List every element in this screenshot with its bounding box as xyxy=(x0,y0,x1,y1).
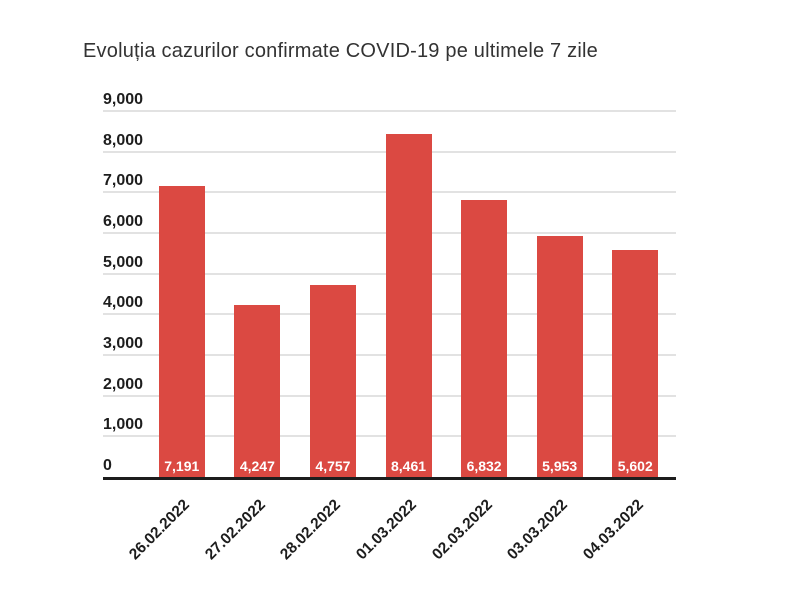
x-axis-tick-label: 27.02.2022 xyxy=(201,496,269,564)
y-axis-tick-label: 3,000 xyxy=(103,335,144,353)
bar-28.02.2022: 4,757 xyxy=(309,284,356,478)
bar-value-label: 5,953 xyxy=(542,458,578,474)
bar-slot: 4,247 27.02.2022 xyxy=(202,112,296,563)
bar-27.02.2022: 4,247 xyxy=(234,305,281,478)
bar-value-label: 6,832 xyxy=(466,458,502,474)
bar-04.03.2022: 5,602 xyxy=(612,250,659,478)
x-axis-tick-label: 01.03.2022 xyxy=(352,496,420,564)
x-axis-baseline xyxy=(103,477,676,480)
bar-value-label: 4,247 xyxy=(239,458,275,474)
bar-slot: 5,602 04.03.2022 xyxy=(580,112,673,563)
y-axis-tick-label: 4,000 xyxy=(103,294,144,312)
y-axis-tick-label: 7,000 xyxy=(103,172,144,190)
y-axis-tick-label: 1,000 xyxy=(103,416,144,434)
bar-02.03.2022: 6,832 xyxy=(461,200,508,478)
x-axis-tick-label: 02.03.2022 xyxy=(428,496,496,564)
bar-slot: 8,461 01.03.2022 xyxy=(353,112,447,563)
y-axis-tick-label: 2,000 xyxy=(103,375,144,393)
gridline xyxy=(103,110,676,112)
bar-slot: 4,757 28.02.2022 xyxy=(277,112,371,563)
x-axis-tick-label: 04.03.2022 xyxy=(579,496,647,564)
y-axis-tick-label: 0 xyxy=(103,457,112,474)
y-axis-tick-label: 5,000 xyxy=(103,253,144,271)
y-axis-tick-label: 9,000 xyxy=(103,91,144,108)
x-axis-tick-label: 28.02.2022 xyxy=(277,496,345,564)
y-axis-tick-label: 8,000 xyxy=(103,131,144,149)
bar-03.03.2022: 5,953 xyxy=(536,235,583,478)
bar-value-label: 7,191 xyxy=(164,458,200,474)
plot-area: 0 1,000 2,000 3,000 4,000 5,000 6,000 7,000 8,00… xyxy=(103,92,676,563)
bar-slot: 6,832 02.03.2022 xyxy=(429,112,522,563)
bar-value-label: 4,757 xyxy=(315,458,351,474)
bar-value-label: 8,461 xyxy=(390,458,427,474)
bar-slot: 7,191 26.02.2022 xyxy=(126,112,220,563)
bars-row: 7,191 26.02.2022 4,247 27.02.2022 4,757 28.02… xyxy=(126,112,673,563)
bar-26.02.2022: 7,191 xyxy=(158,185,205,478)
x-axis-tick-label: 26.02.2022 xyxy=(126,496,194,564)
bar-value-label: 5,602 xyxy=(617,458,653,474)
chart-title: Evoluția cazurilor confirmate COVID-19 p… xyxy=(83,40,598,62)
bar-01.03.2022: 8,461 xyxy=(385,133,432,478)
bar-slot: 5,953 03.03.2022 xyxy=(504,112,598,563)
y-axis-tick-label: 6,000 xyxy=(103,213,144,231)
x-axis-tick-label: 03.03.2022 xyxy=(504,496,572,564)
